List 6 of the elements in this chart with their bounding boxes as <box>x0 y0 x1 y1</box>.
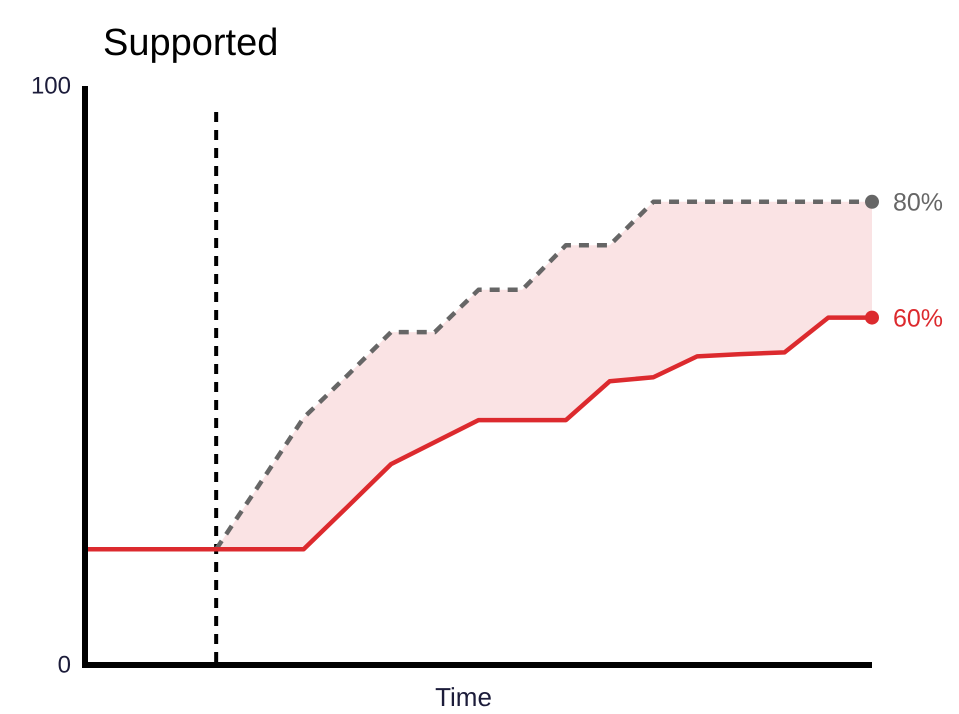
data-label: 60% <box>893 304 944 332</box>
y-tick-label: 0 <box>58 652 71 679</box>
y-tick-label: 100 <box>30 72 71 100</box>
x-axis-title: Time <box>435 682 492 712</box>
data-label: 80% <box>893 188 944 217</box>
chart-title: Supported <box>103 22 278 64</box>
